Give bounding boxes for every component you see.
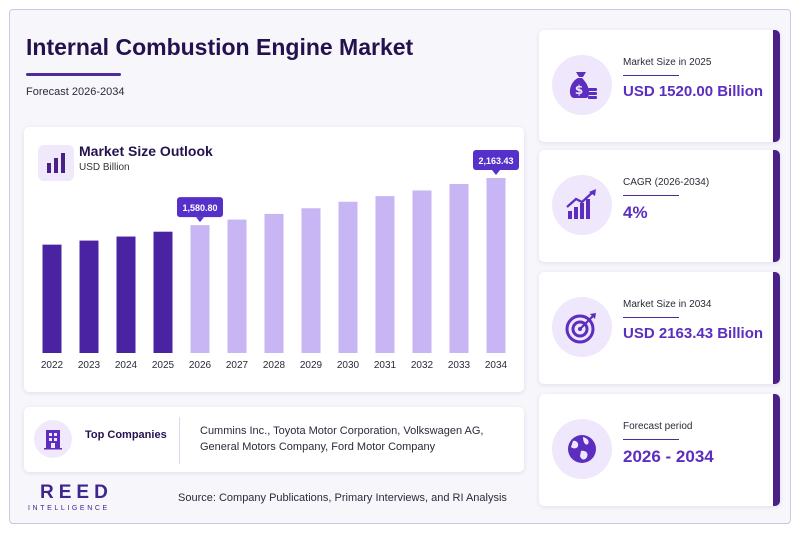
logo-tagline: INTELLIGENCE [28,505,110,512]
x-tick-label: 2032 [411,360,434,371]
bar-2031 [375,196,395,353]
stat-value: USD 2163.43 Billion [623,325,764,342]
stat-label: Market Size in 2034 [623,299,712,310]
stat-value: 4% [623,203,648,222]
bar-2027 [227,219,247,353]
stat-value: USD 1520.00 Billion [623,83,764,100]
stat-card-market-size-2034: Market Size in 2034 USD 2163.43 Billion [539,272,780,384]
source-note: Source: Company Publications, Primary In… [178,492,507,504]
svg-text:2,163.43: 2,163.43 [478,156,513,166]
x-tick-label: 2023 [78,360,101,371]
globe-icon [552,419,612,479]
x-tick-label: 2031 [374,360,397,371]
stat-value: 2026 - 2034 [623,447,714,466]
building-icon [34,420,72,458]
bar-2026 [190,225,210,353]
money-bag-icon: $ [552,55,612,115]
stat-underline [623,195,679,196]
chart-card: Market Size Outlook USD Billion 2022 2023… [24,127,524,392]
stat-label: Market Size in 2025 [623,57,712,68]
x-tick-label: 2024 [115,360,138,371]
bar-2033 [449,183,469,353]
stat-underline [623,439,679,440]
logo-wordmark: REED [40,482,113,503]
data-label: 1,580.80 [177,197,223,223]
bar-2024 [116,236,136,353]
chart-unit: USD Billion [79,162,130,173]
x-tick-label: 2026 [189,360,212,371]
title-underline [26,73,121,76]
x-tick-label: 2022 [41,360,64,371]
divider [179,417,180,464]
bar-chart-icon [38,145,74,181]
card-accent [773,30,780,142]
top-companies-card: Top Companies Cummins Inc., Toyota Motor… [24,407,524,472]
stat-underline [623,75,679,76]
page-title: Internal Combustion Engine Market [26,34,414,60]
stat-card-cagr: CAGR (2026-2034) 4% [539,150,780,262]
stat-card-forecast-period: Forecast period 2026 - 2034 [539,394,780,506]
card-accent [773,272,780,384]
x-tick-label: 2033 [448,360,471,371]
stat-label: CAGR (2026-2034) [623,177,710,188]
stat-card-market-size-2025: $ Market Size in 2025 USD 1520.00 Billio… [539,30,780,142]
x-tick-label: 2025 [152,360,175,371]
x-tick-label: 2027 [226,360,249,371]
card-accent [773,394,780,506]
bar-2022 [42,244,62,353]
bar-2029 [301,208,321,353]
x-tick-label: 2029 [300,360,323,371]
page-subtitle: Forecast 2026-2034 [26,86,125,98]
stat-underline [623,317,679,318]
x-tick-label: 2034 [485,360,508,371]
x-tick-label: 2028 [263,360,286,371]
top-companies-list: Cummins Inc., Toyota Motor Corporation, … [200,425,484,453]
top-companies-label: Top Companies [85,429,167,441]
data-label: 2,163.43 [473,150,519,176]
bar-2025 [153,231,173,353]
target-icon [552,297,612,357]
bar-2023 [79,240,99,353]
svg-text:$: $ [575,83,583,97]
bar-2032 [412,190,432,353]
bar-2030 [338,201,358,353]
bar-2028 [264,213,284,353]
stat-label: Forecast period [623,421,693,432]
card-accent [773,150,780,262]
bar-2034 [486,178,506,353]
bar-chart: 2022 2023 2024 2025 2026 2027 2028 2029 2030 2031… [41,150,519,371]
growth-chart-icon [552,175,612,235]
x-tick-label: 2030 [337,360,360,371]
svg-text:1,580.80: 1,580.80 [182,203,217,213]
chart-title: Market Size Outlook [79,143,213,159]
